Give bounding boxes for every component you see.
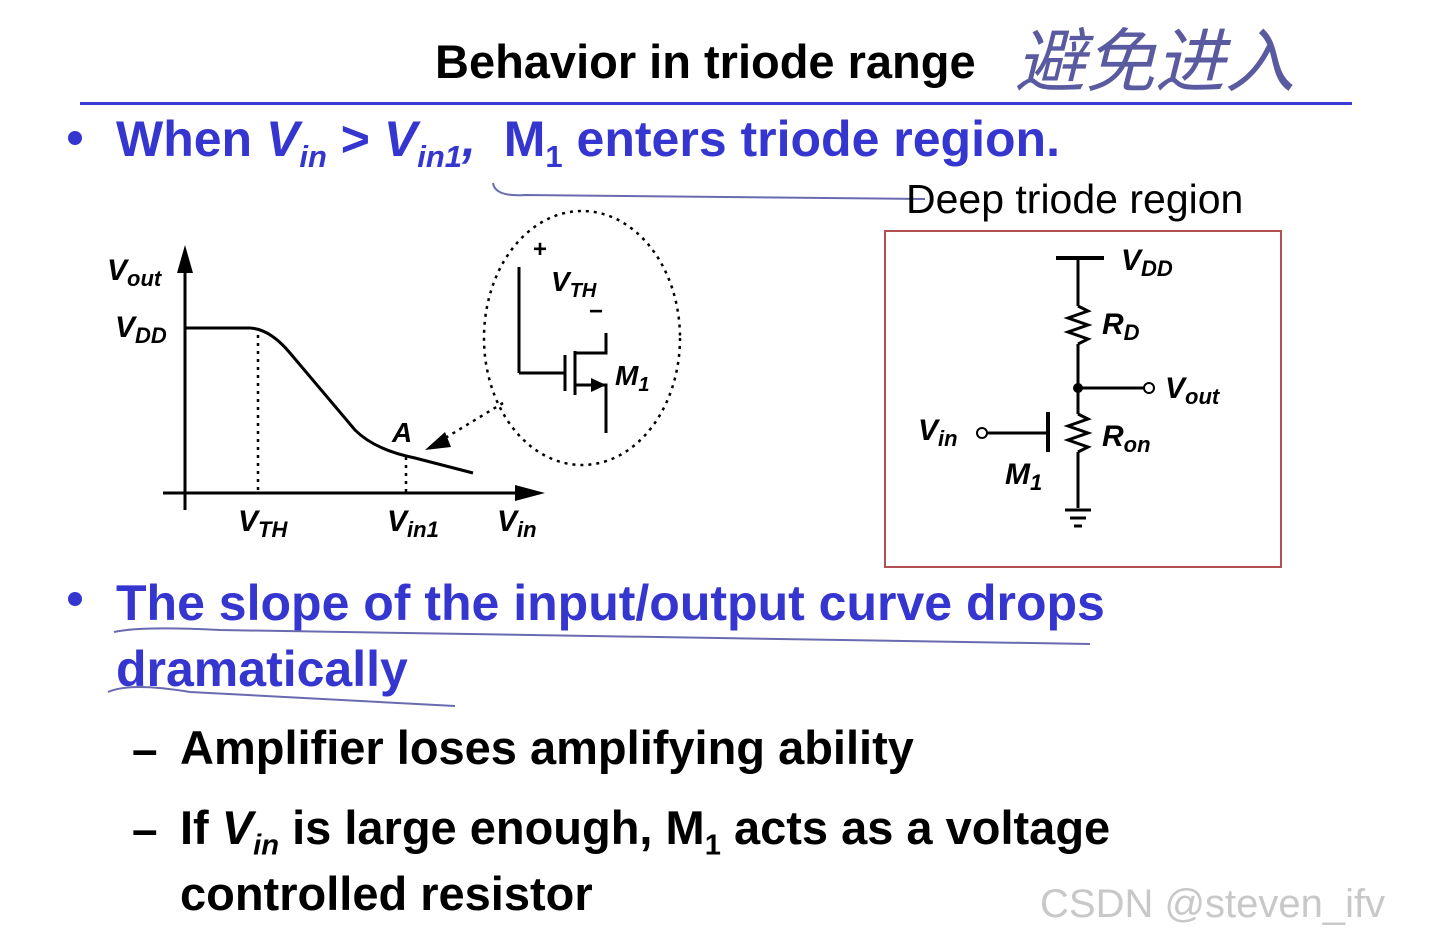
handwritten-underline-2: [107, 627, 1091, 707]
vout-terminal: [1143, 382, 1155, 394]
handwritten-note-text: 避免进入: [1015, 23, 1295, 101]
inset-plus: +: [533, 236, 547, 263]
circuit-box: [884, 230, 1282, 568]
point-a-label: A: [391, 417, 412, 448]
bullet-dot: [68, 131, 82, 145]
bullet-2-line-1: The slope of the input/output curve drop…: [116, 575, 1105, 631]
inset-vth-label: VTH: [551, 266, 597, 302]
inset-minus: −: [589, 298, 603, 325]
vin-label: Vin: [918, 414, 958, 451]
vout-curve: [185, 326, 474, 475]
inset-pointer-arrow: [425, 432, 451, 450]
rd-resistor: [1063, 304, 1093, 346]
rd-label: RD: [1102, 308, 1140, 345]
y-axis-label: Vout: [107, 254, 163, 291]
vout-label: Vout: [1165, 372, 1221, 409]
ron-resistor: [1063, 412, 1093, 454]
inset-m1-label: M1: [615, 360, 649, 396]
sub-bullet-2-line-1: If Vin is large enough, M1 acts as a vol…: [180, 801, 1111, 862]
inset-ellipse: [482, 209, 682, 467]
x-tick-vth: VTH: [238, 505, 288, 542]
watermark: CSDN @steven_ifv: [1040, 882, 1386, 926]
x-axis-arrow: [515, 485, 545, 501]
inset-drain: [575, 333, 608, 355]
deep-triode-label: Deep triode region: [906, 176, 1244, 222]
m1-label: M1: [1005, 458, 1042, 495]
sub-bullet-dash: –: [132, 803, 158, 855]
x-tick-vin1: Vin1: [387, 505, 439, 542]
transfer-characteristic-diagram: Vout VDD VTH Vin1 Vin A + VTH − M1: [107, 209, 682, 542]
handwritten-note: 避免进入: [1015, 23, 1295, 101]
sub-bullet-2-line-2: controlled resistor: [180, 867, 593, 920]
vin-terminal: [976, 427, 988, 439]
bullet-1: When Vin > Vin1, M1 enters triode region…: [116, 111, 1060, 174]
handwritten-underline-1: [492, 182, 926, 200]
inset-source: [575, 383, 608, 433]
inset-pointer: [436, 401, 504, 445]
ron-label: Ron: [1102, 420, 1151, 457]
inset-source-arrow: [591, 378, 606, 392]
slide-title: Behavior in triode range: [435, 35, 976, 88]
deep-triode-circuit: VDD RD Vout Vin Ron M1: [918, 244, 1221, 528]
title-rule: [80, 102, 1352, 105]
sub-bullet-1: Amplifier loses amplifying ability: [180, 721, 914, 774]
y-tick-vdd: VDD: [115, 311, 167, 348]
x-axis-label: Vin: [497, 505, 537, 542]
sub-bullet-dash: –: [132, 723, 158, 775]
bullet-dot: [68, 592, 82, 606]
y-axis-arrow: [177, 245, 193, 273]
vdd-label: VDD: [1121, 244, 1173, 281]
